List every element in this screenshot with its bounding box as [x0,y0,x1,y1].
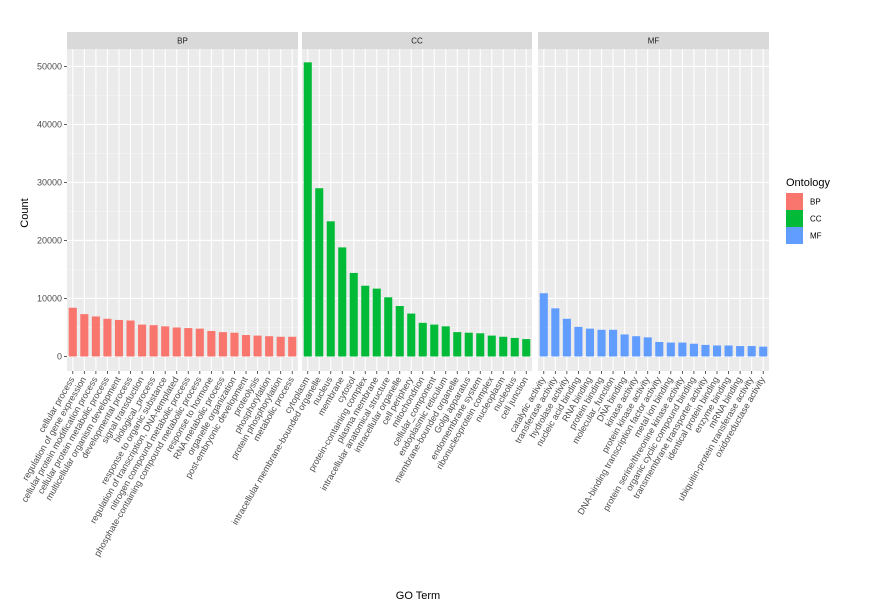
panel-background [302,49,532,371]
facet-strip [302,32,532,49]
bar [522,339,531,357]
bar [338,247,347,357]
y-axis: 0 10000 20000 30000 40000 50000 [37,62,67,362]
bar [303,62,312,357]
bar [265,336,274,357]
bar [195,328,204,357]
bar [759,346,768,357]
legend-key [786,210,803,227]
panel-background [67,49,298,371]
bar [230,332,239,357]
bar [91,316,100,357]
y-tick-label: 30000 [37,178,62,188]
bar [539,293,548,357]
bar [655,341,664,357]
bar [80,314,89,357]
y-axis-title: Count [19,198,31,227]
bar [585,328,595,357]
legend-key [786,193,803,210]
legend-label: BP [810,198,821,207]
bar [712,345,722,357]
bar [632,336,641,357]
bar [499,336,508,357]
bar [643,337,652,357]
bar [441,326,450,357]
y-tick-label: 0 [57,352,62,362]
bar [276,336,285,357]
bar [68,307,77,357]
bar [487,335,496,357]
legend-label: CC [810,215,822,224]
bar [724,345,733,357]
y-tick-label: 40000 [37,120,62,130]
bar [361,285,370,357]
bar [172,327,181,357]
bar [138,324,147,357]
facet-strip [67,32,298,49]
bar [103,318,112,357]
y-tick-label: 10000 [37,294,62,304]
facet-strip [538,32,769,49]
bar [126,320,135,357]
bar [184,328,193,357]
bar [574,326,583,357]
panel-background [538,49,769,371]
bar [253,335,262,357]
legend-title: Ontology [786,177,831,189]
bar [315,188,324,357]
bar [395,306,404,357]
bar [551,308,560,357]
bar [453,332,462,357]
bar [349,272,358,357]
legend-label: MF [810,232,822,241]
bar [418,322,427,357]
x-axis-title: GO Term [396,590,440,602]
bar [609,329,618,357]
facet-strip-label: BP [177,37,188,46]
facet-strip-label: MF [648,37,660,46]
bar [736,346,745,357]
bar [562,318,571,357]
bar [666,342,675,357]
bar [464,332,473,357]
bar [207,330,216,357]
bar [114,319,124,357]
bar [384,297,393,357]
bar [407,313,416,357]
bar [149,325,158,357]
bar [218,332,227,357]
bar [678,342,687,357]
bar [372,288,381,357]
bar [689,343,698,357]
bar [476,333,485,357]
bar [430,324,439,357]
bar [747,346,756,357]
y-tick-label: 50000 [37,62,62,72]
bar [288,336,297,357]
bar [597,329,606,357]
bar [701,344,710,357]
legend: Ontology BP CC MF [786,177,831,244]
facet-strip-label: CC [411,37,423,46]
bar [620,334,629,357]
bar [161,326,170,357]
bar [510,337,519,357]
y-tick-label: 20000 [37,236,62,246]
bar [326,221,335,357]
bar [241,335,251,357]
legend-key [786,227,803,244]
